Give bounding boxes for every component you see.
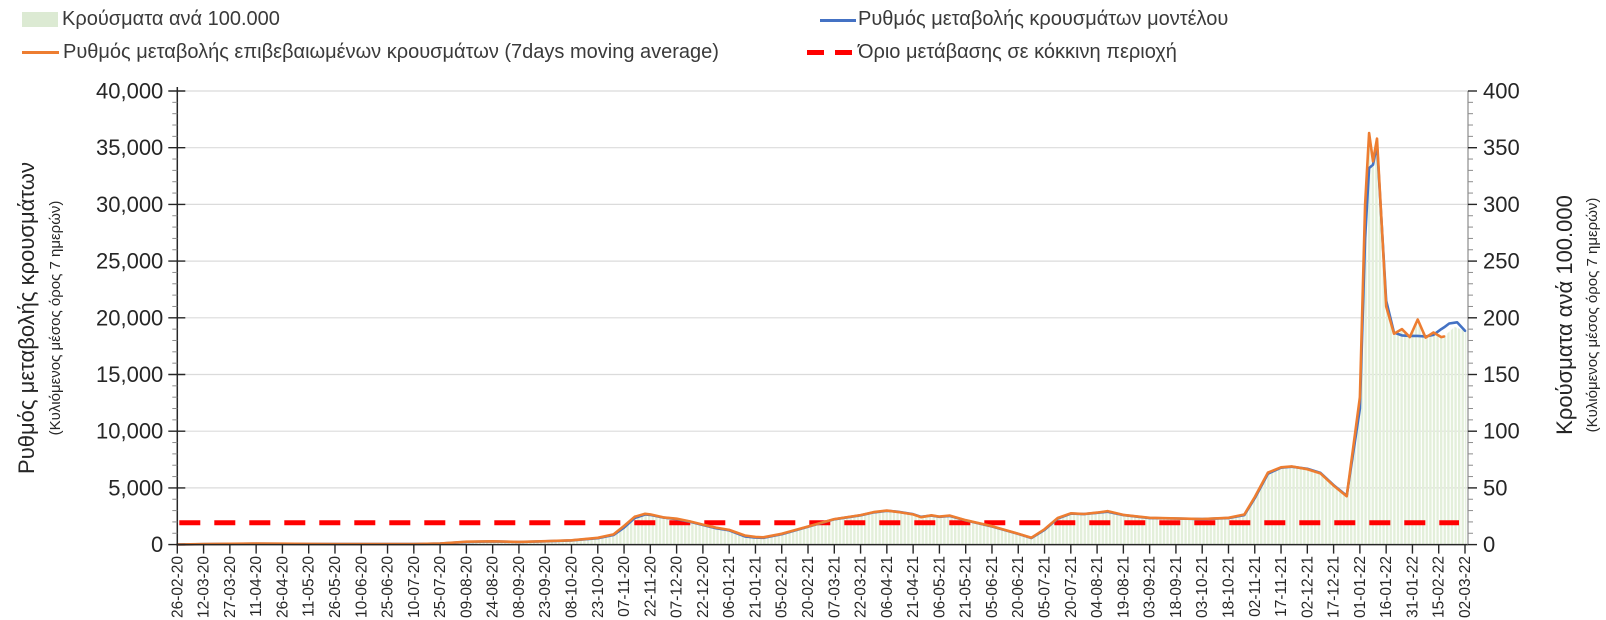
left-axis-tick-label: 10,000: [96, 419, 163, 444]
right-axis-tick-label: 0: [1483, 532, 1495, 557]
legend-label-cases-per-100k: Κρούσματα ανά 100.000: [62, 8, 280, 30]
x-axis-date-label: 26-04-20: [274, 556, 291, 618]
x-axis-date-label: 18-10-21: [1220, 556, 1237, 618]
right-axis-tick-label: 50: [1483, 475, 1507, 500]
x-axis-date-label: 08-10-20: [563, 556, 580, 618]
x-axis-date-label: 22-12-20: [695, 556, 712, 618]
x-axis-date-label: 16-01-22: [1378, 556, 1395, 618]
left-axis-tick-label: 25,000: [96, 249, 163, 274]
x-axis-date-label: 02-12-21: [1299, 556, 1316, 618]
x-axis-date-label: 27-03-20: [222, 556, 239, 618]
x-axis-date-label: 12-03-20: [196, 556, 213, 618]
x-axis-date-label: 22-03-21: [853, 556, 870, 618]
x-axis-date-label: 19-08-21: [1115, 556, 1132, 618]
right-axis-tick-label: 400: [1483, 79, 1520, 104]
x-axis-date-label: 17-11-21: [1273, 556, 1290, 617]
x-axis-date-label: 21-04-21: [905, 556, 922, 618]
x-axis-date-label: 05-07-21: [1037, 556, 1054, 618]
left-axis-tick-label: 40,000: [96, 79, 163, 104]
left-axis-tick-label: 20,000: [96, 305, 163, 330]
x-axis-date-label: 26-02-20: [169, 556, 186, 618]
x-axis-date-label: 04-08-21: [1089, 556, 1106, 618]
legend-label-model-rate: Ρυθμός μεταβολής κρουσμάτων μοντέλου: [858, 8, 1229, 30]
x-axis-date-label: 08-09-20: [511, 556, 528, 618]
x-axis-date-label: 07-12-20: [669, 556, 686, 618]
x-axis-date-label: 07-03-21: [826, 556, 843, 618]
legend-swatch-confirmed-line: [22, 51, 59, 54]
legend-swatch-cases-area: [22, 12, 58, 27]
x-axis-date-label: 20-06-21: [1010, 556, 1027, 618]
legend-swatch-model-line: [820, 19, 856, 22]
right-axis-subtitle: (Κυλιόμενος μέσος όρος 7 ημερών): [1584, 198, 1601, 433]
x-axis-date-label: 07-11-20: [616, 556, 633, 617]
right-axis-tick-label: 150: [1483, 362, 1520, 387]
x-axis-date-label: 10-06-20: [353, 556, 370, 618]
x-axis-date-label: 02-03-22: [1457, 556, 1474, 618]
right-axis-tick-label: 350: [1483, 135, 1520, 160]
x-axis-date-label: 06-04-21: [879, 556, 896, 618]
right-axis-title: Κρούσματα ανά 100.000: [1552, 195, 1577, 435]
x-axis-date-label: 31-01-22: [1404, 556, 1421, 618]
x-axis-date-label: 09-08-20: [458, 556, 475, 618]
confirmed-rate-line: [176, 131, 1446, 546]
x-axis-date-label: 05-06-21: [984, 556, 1001, 618]
x-axis-date-label: 11-04-20: [248, 556, 265, 617]
x-axis-date-label: 18-09-21: [1168, 556, 1185, 618]
x-axis-date-label: 25-06-20: [380, 556, 397, 618]
x-axis-date-label: 10-07-20: [406, 556, 423, 618]
x-axis-date-label: 02-11-21: [1247, 556, 1264, 617]
left-axis-tick-label: 0: [151, 532, 163, 557]
x-axis-date-label: 03-09-21: [1142, 556, 1159, 618]
left-axis-title: Ρυθμός μεταβολής κρουσμάτων: [14, 162, 39, 474]
x-axis-date-label: 23-09-20: [537, 556, 554, 618]
x-axis-date-label: 01-01-22: [1352, 556, 1369, 618]
right-axis-tick-label: 300: [1483, 192, 1520, 217]
left-axis-tick-label: 5,000: [108, 475, 163, 500]
x-axis-date-label: 06-05-21: [931, 556, 948, 618]
x-axis-date-label: 22-11-20: [642, 556, 659, 617]
x-axis-date-label: 25-07-20: [432, 556, 449, 618]
right-axis-tick-label: 250: [1483, 249, 1520, 274]
cases-per-100k-area-series: [177, 133, 1467, 545]
left-axis-subtitle: (Κυλιόμενος μέσος όρος 7 ημερών): [47, 201, 64, 436]
x-axis-date-label: 26-05-20: [327, 556, 344, 618]
x-axis-date-label: 21-01-21: [747, 556, 764, 618]
x-axis-date-label: 03-10-21: [1194, 556, 1211, 618]
x-axis-date-label: 11-05-20: [301, 556, 318, 617]
x-axis-date-label: 15-02-22: [1431, 556, 1448, 618]
x-axis-date-label: 20-02-21: [800, 556, 817, 618]
right-axis-tick-label: 100: [1483, 419, 1520, 444]
legend-swatch-red-threshold: [807, 50, 856, 55]
x-axis-date-label: 06-01-21: [721, 556, 738, 618]
x-axis-date-label: 24-08-20: [485, 556, 502, 618]
left-axis-tick-label: 15,000: [96, 362, 163, 387]
legend-label-confirmed-rate: Ρυθμός μεταβολής επιβεβαιωμένων κρουσμάτ…: [63, 41, 719, 63]
x-axis-date-label: 21-05-21: [958, 556, 975, 618]
x-axis-date-label: 17-12-21: [1326, 556, 1343, 618]
legend-label-red-threshold: Όριο μετάβασης σε κόκκινη περιοχή: [858, 41, 1177, 63]
x-axis-date-label: 05-02-21: [774, 556, 791, 618]
left-axis-tick-label: 35,000: [96, 135, 163, 160]
x-axis-date-label: 20-07-21: [1063, 556, 1080, 618]
left-axis-tick-label: 30,000: [96, 192, 163, 217]
right-axis-tick-label: 200: [1483, 305, 1520, 330]
x-axis-date-label: 23-10-20: [590, 556, 607, 618]
